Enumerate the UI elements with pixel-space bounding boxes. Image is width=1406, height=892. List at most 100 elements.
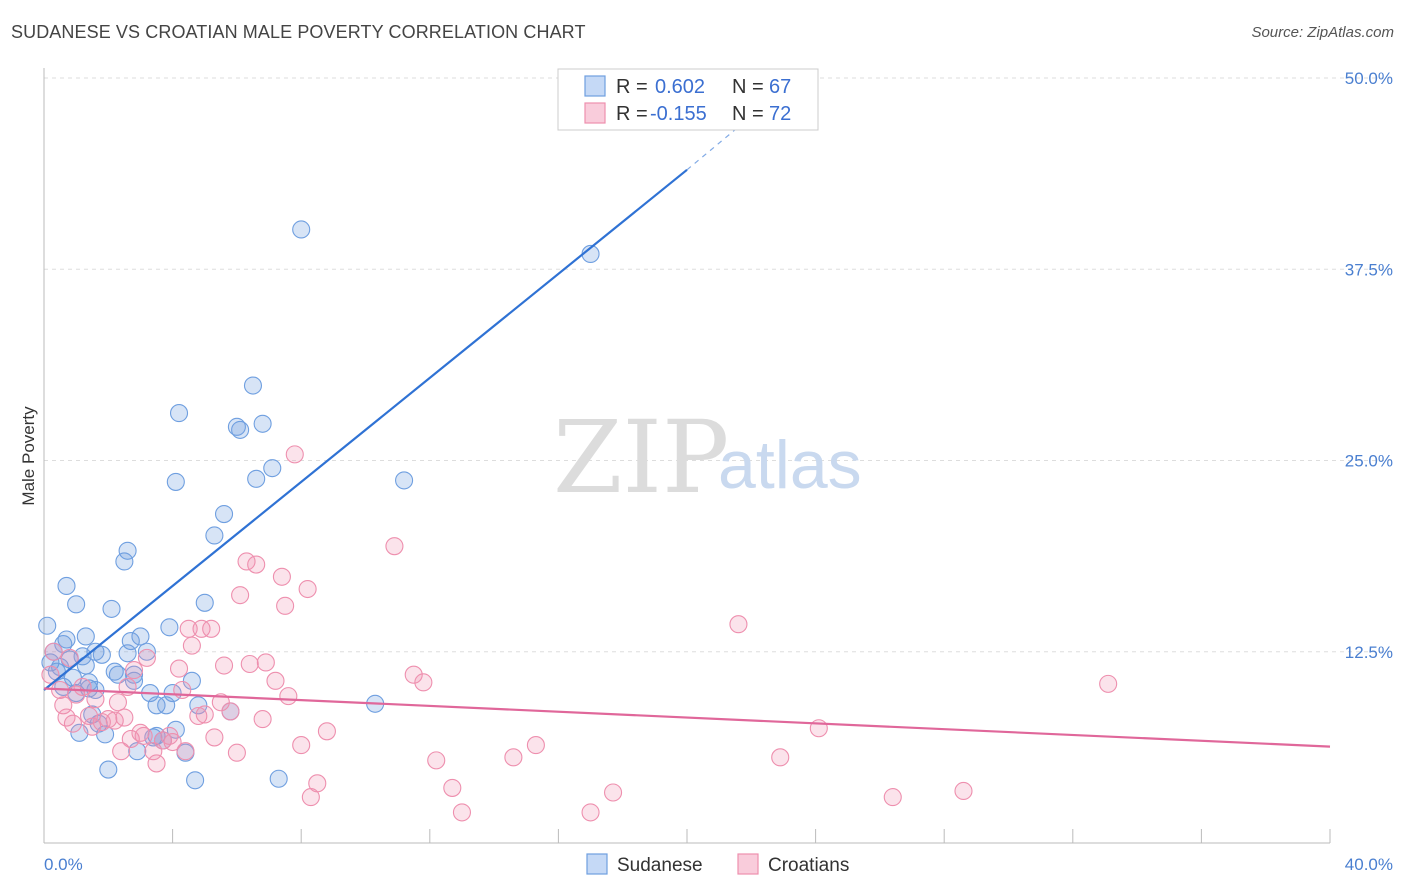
y-tick-label-1: 25.0% bbox=[1345, 452, 1393, 471]
point-sudanese-59 bbox=[243, 376, 263, 395]
x-tick-label-max: 40.0% bbox=[1345, 855, 1393, 874]
point-croatians-68 bbox=[604, 783, 623, 802]
point-croatians-1 bbox=[41, 665, 60, 684]
point-croatians-14 bbox=[105, 711, 124, 730]
point-sudanese-55 bbox=[214, 504, 234, 524]
point-sudanese-32 bbox=[121, 631, 140, 651]
point-croatians-64 bbox=[452, 803, 472, 822]
point-sudanese-63 bbox=[269, 769, 288, 788]
source-label: Source: ZipAtlas.com bbox=[1251, 24, 1394, 41]
point-sudanese-8 bbox=[57, 630, 76, 649]
point-croatians-28 bbox=[163, 732, 182, 752]
point-croatians-58 bbox=[317, 722, 336, 741]
point-sudanese-57 bbox=[227, 417, 246, 436]
legend-swatch-sudanese bbox=[584, 75, 606, 97]
point-sudanese-53 bbox=[195, 593, 214, 612]
point-croatians-67 bbox=[581, 803, 600, 822]
legend-swatch-croatians bbox=[584, 102, 606, 124]
point-sudanese-25 bbox=[99, 760, 118, 779]
point-sudanese-31 bbox=[118, 541, 137, 560]
point-croatians-5 bbox=[60, 648, 79, 667]
point-croatians-8 bbox=[73, 677, 92, 696]
point-croatians-36 bbox=[195, 705, 214, 724]
point-croatians-53 bbox=[285, 445, 304, 464]
point-croatians-0 bbox=[44, 642, 63, 661]
point-croatians-63 bbox=[443, 778, 462, 797]
point-croatians-65 bbox=[504, 748, 523, 767]
watermark-zip: ZIP bbox=[553, 399, 729, 516]
point-croatians-38 bbox=[205, 728, 224, 747]
point-croatians-51 bbox=[276, 596, 295, 615]
bottom-legend-swatch-sudanese bbox=[586, 853, 608, 875]
point-sudanese-62 bbox=[263, 459, 282, 478]
x-tick-label-min: 0.0% bbox=[44, 855, 83, 874]
point-sudanese-48 bbox=[169, 404, 189, 423]
point-sudanese-36 bbox=[137, 642, 156, 661]
legend-n-value-croatians: 72 bbox=[769, 103, 791, 125]
point-croatians-73 bbox=[954, 781, 973, 801]
point-croatians-72 bbox=[883, 788, 902, 807]
point-croatians-33 bbox=[182, 636, 201, 655]
legend-r-value-sudanese: 0.602 bbox=[655, 76, 705, 98]
point-croatians-23 bbox=[137, 648, 156, 667]
point-croatians-66 bbox=[526, 736, 545, 755]
y-tick-labels: 12.5% 25.0% 37.5% 50.0% bbox=[1345, 69, 1393, 662]
point-sudanese-60 bbox=[247, 469, 266, 488]
point-croatians-17 bbox=[115, 708, 134, 727]
point-croatians-50 bbox=[272, 567, 291, 586]
point-croatians-16 bbox=[112, 742, 131, 761]
point-sudanese-61 bbox=[253, 414, 272, 433]
bottom-legend-label-croatians: Croatians bbox=[768, 855, 849, 876]
trend-extension-sudanese bbox=[686, 115, 752, 171]
point-croatians-42 bbox=[227, 743, 246, 762]
point-croatians-22 bbox=[134, 726, 153, 745]
point-croatians-26 bbox=[153, 731, 173, 750]
point-sudanese-0 bbox=[38, 616, 57, 635]
point-sudanese-21 bbox=[92, 645, 111, 664]
point-sudanese-58 bbox=[231, 420, 250, 439]
point-croatians-45 bbox=[240, 654, 259, 674]
legend-r-label-croatians: R = bbox=[616, 103, 648, 125]
point-croatians-11 bbox=[86, 690, 105, 709]
point-sudanese-26 bbox=[102, 599, 121, 618]
series-legend: Sudanese Croatians bbox=[586, 853, 849, 876]
point-croatians-49 bbox=[266, 671, 285, 690]
point-croatians-55 bbox=[298, 579, 317, 599]
point-croatians-52 bbox=[279, 687, 298, 706]
y-tick-label-2: 37.5% bbox=[1345, 260, 1393, 279]
point-sudanese-15 bbox=[76, 627, 95, 646]
trend-line-croatians bbox=[43, 687, 1331, 748]
point-croatians-25 bbox=[147, 754, 166, 773]
point-sudanese-54 bbox=[205, 526, 224, 545]
legend-r-value-croatians: -0.155 bbox=[650, 103, 707, 125]
point-croatians-6 bbox=[63, 714, 82, 733]
point-sudanese-52 bbox=[189, 696, 208, 715]
point-croatians-69 bbox=[729, 615, 748, 634]
point-sudanese-4 bbox=[51, 657, 70, 677]
chart-title: SUDANESE VS CROATIAN MALE POVERTY CORREL… bbox=[11, 22, 586, 42]
legend-n-value-sudanese: 67 bbox=[769, 76, 791, 98]
point-sudanese-30 bbox=[115, 552, 134, 571]
point-croatians-60 bbox=[404, 665, 423, 684]
x-tick-marks bbox=[43, 829, 1331, 843]
point-croatians-37 bbox=[202, 619, 221, 638]
point-sudanese-12 bbox=[67, 595, 86, 614]
point-croatians-29 bbox=[169, 659, 189, 678]
point-croatians-59 bbox=[385, 537, 404, 556]
y-axis-label: Male Poverty bbox=[19, 406, 38, 506]
point-sudanese-44 bbox=[160, 618, 179, 637]
y-tick-label-0: 12.5% bbox=[1345, 643, 1393, 662]
point-croatians-74 bbox=[1099, 674, 1118, 693]
point-croatians-20 bbox=[124, 661, 144, 680]
point-croatians-48 bbox=[256, 653, 275, 672]
point-croatians-35 bbox=[192, 619, 211, 638]
point-croatians-47 bbox=[253, 710, 272, 729]
data-points bbox=[38, 220, 1118, 822]
bottom-legend-label-sudanese: Sudanese bbox=[617, 855, 703, 876]
point-croatians-43 bbox=[231, 586, 250, 605]
point-sudanese-51 bbox=[186, 771, 205, 790]
trend-line-sudanese bbox=[43, 168, 688, 691]
point-croatians-40 bbox=[214, 656, 234, 675]
point-croatians-21 bbox=[131, 723, 150, 742]
